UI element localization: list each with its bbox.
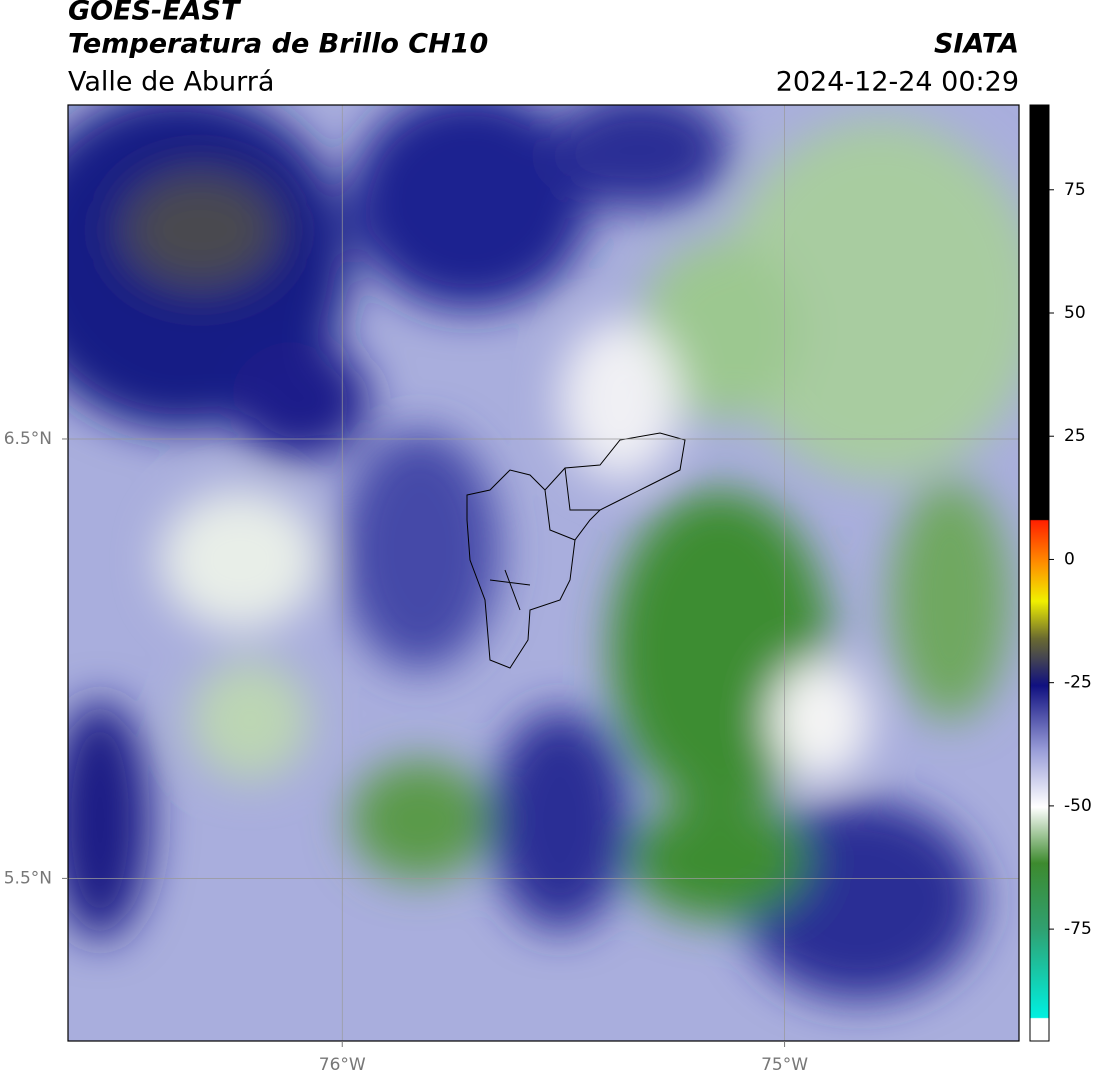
colorbar-tick-label: -75 — [1064, 919, 1092, 939]
colorbar-tick-label: 25 — [1064, 426, 1086, 446]
graticule — [68, 105, 1019, 1041]
subtitle: Temperatura de Brillo CH10 — [68, 29, 488, 60]
map-field — [68, 105, 1019, 1041]
colorbar-tick-label: 75 — [1064, 180, 1086, 200]
y-tick-label: 6.5°N — [4, 429, 52, 449]
x-tick-label: 75°W — [761, 1055, 808, 1075]
region: Valle de Aburrá — [68, 67, 274, 98]
colorbar-tick-label: 0 — [1064, 549, 1075, 569]
x-tick-label: 76°W — [319, 1055, 366, 1075]
colorbar — [1029, 104, 1050, 1042]
y-tick-label: 5.5°N — [4, 868, 52, 888]
colorbar-tick-label: -25 — [1064, 673, 1092, 693]
source: SIATA — [934, 29, 1019, 60]
datetime: 2024-12-24 00:29 — [776, 67, 1019, 98]
municipal-boundaries — [466, 432, 686, 669]
colorbar-tick-label: -50 — [1064, 796, 1092, 816]
title: GOES-EAST — [68, 0, 242, 27]
map-frame — [67, 104, 1020, 1042]
colorbar-tick-label: 50 — [1064, 303, 1086, 323]
